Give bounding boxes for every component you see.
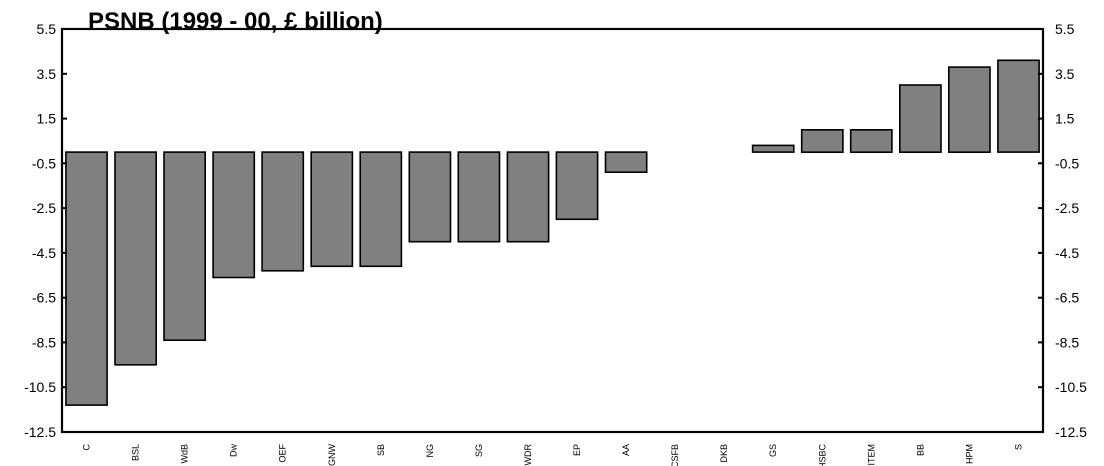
y-tick-label-right: -10.5 <box>1055 379 1087 395</box>
x-category-label: BB <box>915 444 925 456</box>
x-category-label: HPM <box>964 444 974 464</box>
y-tick-label-left: 3.5 <box>37 66 57 82</box>
bars-layer <box>65 59 1040 406</box>
y-tick-label-left: -4.5 <box>32 245 56 261</box>
x-category-label: CSFB <box>670 444 680 466</box>
bar-hpm <box>947 66 991 153</box>
y-tick-label-right: -4.5 <box>1055 245 1079 261</box>
y-tick-label-right: -2.5 <box>1055 200 1079 216</box>
x-category-label: Dw <box>229 444 239 457</box>
x-category-label: HSBC <box>817 444 827 466</box>
y-tick-label-left: -12.5 <box>24 424 56 440</box>
bar-sb <box>359 151 403 268</box>
bar-dw <box>212 151 256 279</box>
plot-frame <box>60 27 1045 434</box>
category-labels: C BSL WdB Dw OEF GNW SB NG SG WDR EP AA CSFB DKB GS HSB… <box>82 444 1024 466</box>
ticks-layer: 5.5 5.5 3.5 3.5 1.5 1.5 -0.5 -0.5 -2.5 -2.5 -4.5 -4… <box>24 21 1087 440</box>
x-category-label: AA <box>621 444 631 456</box>
y-tick-label-left: -8.5 <box>32 334 56 350</box>
y-tick-label-left: -0.5 <box>32 155 56 171</box>
bar-item <box>849 129 893 154</box>
bar-gs <box>751 144 795 153</box>
bar-ep <box>555 151 599 221</box>
x-category-label: GS <box>768 444 778 457</box>
x-category-label: DKB <box>719 444 729 463</box>
y-tick-label-right: -0.5 <box>1055 155 1079 171</box>
x-category-label: WdB <box>180 444 190 464</box>
bar-bb <box>898 84 942 153</box>
x-category-label: BSL <box>131 444 141 461</box>
bar-aa <box>604 151 648 174</box>
x-category-label: EP <box>572 444 582 456</box>
x-category-label: GNW <box>327 444 337 466</box>
y-tick-label-right: 1.5 <box>1055 111 1075 127</box>
bar-bsl <box>114 151 158 366</box>
bar-wdr <box>506 151 550 243</box>
bar-s <box>997 59 1040 153</box>
x-category-label: WDR <box>523 444 533 466</box>
x-category-label: OEF <box>278 444 288 463</box>
y-tick-label-left: 1.5 <box>37 111 57 127</box>
bar-gnw <box>310 151 354 268</box>
x-category-label: SB <box>376 444 386 456</box>
y-tick-label-left: -10.5 <box>24 379 56 395</box>
y-tick-label-right: 3.5 <box>1055 66 1075 82</box>
bar-sg <box>457 151 501 243</box>
y-tick-label-right: -8.5 <box>1055 334 1079 350</box>
y-tick-label-left: -6.5 <box>32 290 56 306</box>
y-tick-label-left: 5.5 <box>37 21 57 37</box>
x-category-label: ITEM <box>866 444 876 466</box>
y-tick-label-left: -2.5 <box>32 200 56 216</box>
x-category-label: S <box>1014 444 1024 450</box>
x-category-label: SG <box>474 444 484 457</box>
y-tick-label-right: -12.5 <box>1055 424 1087 440</box>
bar-oef <box>261 151 305 272</box>
bar-c <box>65 151 108 406</box>
chart-title: PSNB (1999 - 00, £ billion) <box>88 8 383 35</box>
bar-ng <box>408 151 452 243</box>
y-tick-label-right: 5.5 <box>1055 21 1075 37</box>
x-category-label: NG <box>425 444 435 458</box>
bar-hsbc <box>800 129 844 154</box>
x-category-label: C <box>82 444 92 451</box>
y-tick-label-right: -6.5 <box>1055 290 1079 306</box>
bar-wdb <box>163 151 207 342</box>
